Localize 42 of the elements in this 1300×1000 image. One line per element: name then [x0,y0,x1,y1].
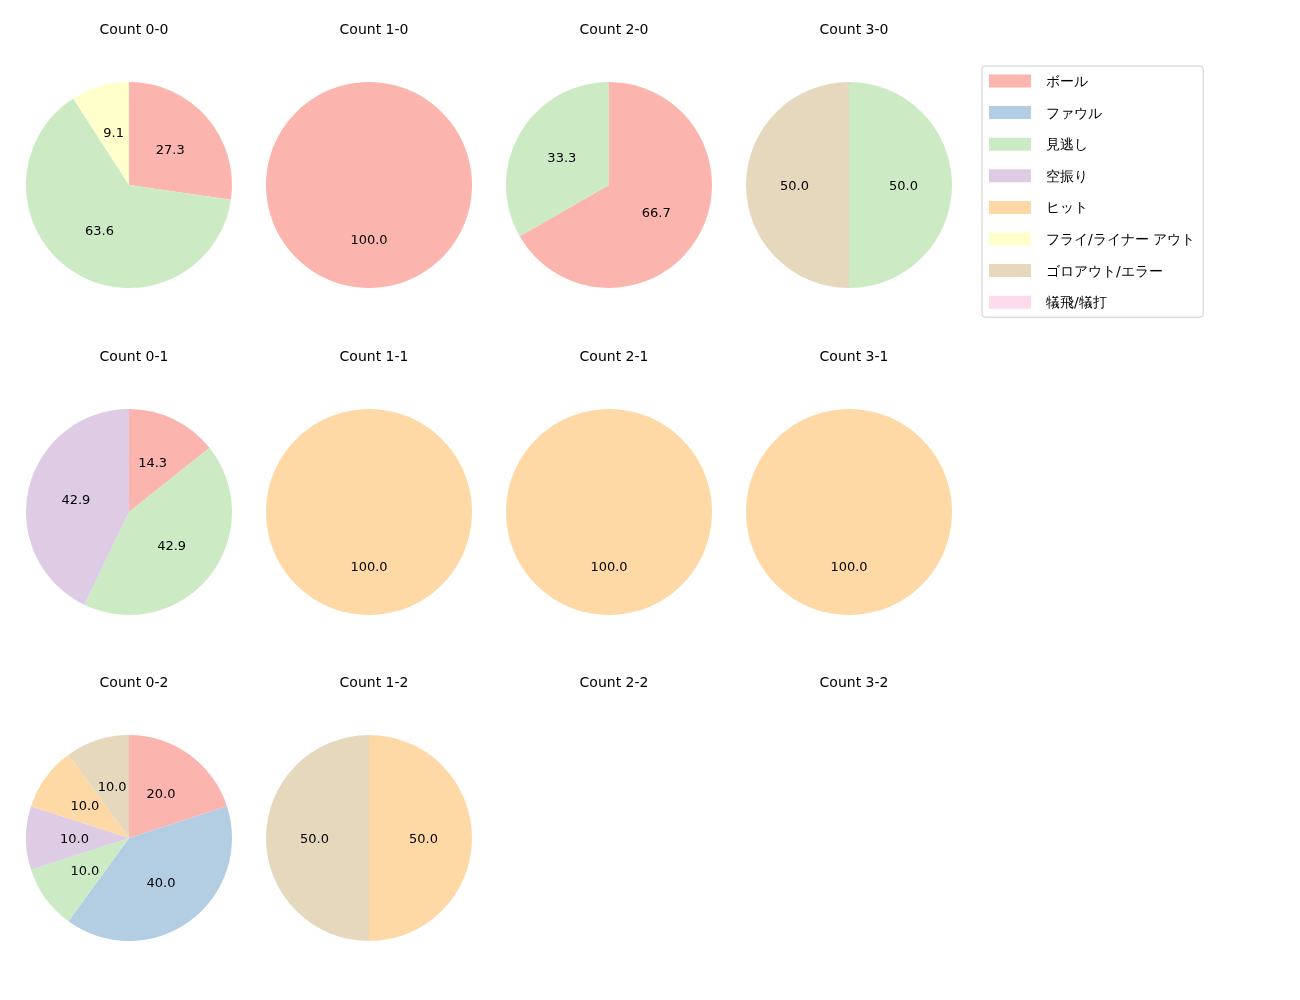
data-label: 33.3 [547,150,577,166]
chart-title: Count 0-2 [99,674,169,690]
legend-label: ボール [1046,73,1088,89]
data-label: 40.0 [146,874,176,890]
data-label: 50.0 [300,830,329,846]
chart-title: Count 0-1 [99,348,169,364]
data-label: 10.0 [97,778,127,794]
data-label: 10.0 [70,862,100,878]
text: Count 3-2 [819,674,889,690]
chart-title: Count 2-1 [579,348,649,364]
data-label: 14.3 [138,455,168,471]
data-label: 100.0 [350,559,388,574]
chart-title: Count 3-0 [819,21,889,37]
data-label: 100.0 [350,232,388,247]
data-label: 9.1 [103,125,124,141]
data-label: 66.7 [641,204,671,220]
data-label: 10.0 [70,798,100,814]
chart-title: Count 0-0 [99,21,169,37]
legend-label: 見逃し [1046,136,1088,153]
data-label: 50.0 [780,177,809,193]
chart-title: Count 1-1 [339,348,409,364]
data-label: 42.9 [61,492,91,508]
data-label: 100.0 [590,559,628,574]
data-label: 20.0 [146,786,176,802]
chart-title: Count 1-2 [339,674,409,690]
text: Count 2-2 [579,674,649,690]
data-label: 42.9 [157,538,187,554]
legend-label: ファウル [1046,104,1102,121]
legend-label: ゴロアウト/エラー [1046,262,1163,279]
data-label: 27.3 [155,141,185,157]
legend-label: 犠飛/犠打 [1046,294,1107,311]
legend-label: ヒット [1046,199,1088,216]
legend-label: フライ/ライナー アウト [1046,231,1196,247]
legend-label: 空振り [1046,167,1088,184]
data-label: 50.0 [409,830,438,846]
chart-title: Count 3-1 [819,348,889,364]
data-label: 50.0 [889,177,918,193]
data-label: 10.0 [60,830,89,846]
chart-title: Count 2-0 [579,21,649,37]
data-label: 63.6 [85,223,114,239]
data-label: 100.0 [830,559,868,574]
chart-title: Count 1-0 [339,21,409,37]
